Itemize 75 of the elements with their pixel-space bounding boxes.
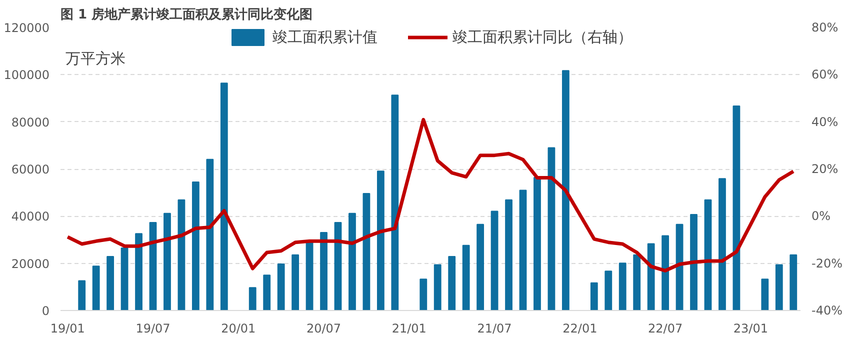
y2-tick-label: 80%: [812, 20, 838, 34]
y-tick-label: 60000: [11, 162, 50, 176]
bar: [519, 190, 527, 310]
y-tick-label: 40000: [11, 210, 50, 224]
bar: [604, 270, 612, 310]
x-tick-label: 19/07: [136, 322, 170, 336]
bar: [362, 193, 370, 310]
bar: [476, 224, 484, 310]
bar: [633, 254, 641, 310]
y-tick-label: 20000: [11, 256, 50, 271]
y-tick-label: 80000: [11, 115, 50, 130]
bar: [120, 248, 128, 310]
y2-tick-label: 0%: [812, 209, 831, 224]
chart-title: 图 1 房地产累计竣工面积及累计同比变化图: [60, 6, 313, 22]
bar: [306, 242, 314, 310]
bar: [490, 210, 498, 310]
bar: [732, 106, 740, 310]
y-axis-title: 万平方米: [66, 50, 126, 68]
bar: [334, 222, 342, 310]
x-tick-label: 19/01: [50, 322, 85, 336]
bar: [320, 232, 328, 310]
bar: [263, 274, 271, 310]
y2-tick-label: 60%: [812, 68, 838, 82]
bar: [164, 212, 171, 310]
bar: [192, 181, 200, 310]
y2-tick-label: -20%: [812, 256, 843, 270]
bar: [248, 287, 256, 310]
y2-tick-label: 40%: [812, 114, 838, 129]
bar: [149, 222, 157, 310]
bar: [704, 199, 712, 310]
bar: [662, 235, 670, 310]
bar: [78, 280, 86, 310]
legend-label: 竣工面积累计值: [272, 28, 378, 46]
bar: [590, 282, 598, 310]
y2-tick-label: 20%: [812, 162, 838, 176]
bar: [761, 278, 769, 310]
bar: [206, 158, 214, 310]
bar: [618, 262, 626, 310]
x-tick-label: 21/01: [392, 322, 426, 336]
x-tick-label: 22/07: [648, 322, 683, 336]
bar: [277, 264, 285, 310]
bar: [135, 233, 142, 310]
bar: [676, 224, 684, 310]
legend-label: 竣工面积累计同比（右轴）: [452, 28, 632, 46]
bar: [391, 94, 399, 310]
bar: [647, 243, 655, 310]
bar: [690, 214, 698, 310]
bar: [505, 199, 512, 310]
x-tick-label: 23/01: [733, 322, 768, 336]
bar: [292, 254, 300, 310]
x-tick-label: 20/07: [306, 322, 342, 336]
bar: [434, 264, 442, 310]
bar: [534, 176, 541, 310]
bar: [790, 254, 798, 310]
bar: [448, 256, 456, 310]
bar: [462, 244, 470, 310]
x-tick-label: 20/01: [221, 322, 256, 336]
x-tick-label: 21/07: [477, 322, 512, 336]
bar: [775, 264, 783, 310]
y-tick-label: 120000: [4, 21, 50, 35]
y2-tick-label: -40%: [812, 304, 843, 318]
bar: [348, 212, 356, 310]
y-tick-label: 100000: [4, 68, 50, 82]
bar: [92, 266, 100, 310]
y-tick-label: 0: [42, 304, 50, 318]
bar: [106, 256, 114, 310]
x-tick-label: 22/01: [562, 322, 598, 336]
bar: [376, 170, 384, 310]
bar: [548, 147, 556, 310]
line-series: [66, 118, 796, 272]
bar: [718, 178, 726, 310]
bar: [220, 82, 228, 310]
bar: [562, 70, 570, 310]
bar: [178, 199, 186, 310]
bar: [420, 278, 428, 310]
